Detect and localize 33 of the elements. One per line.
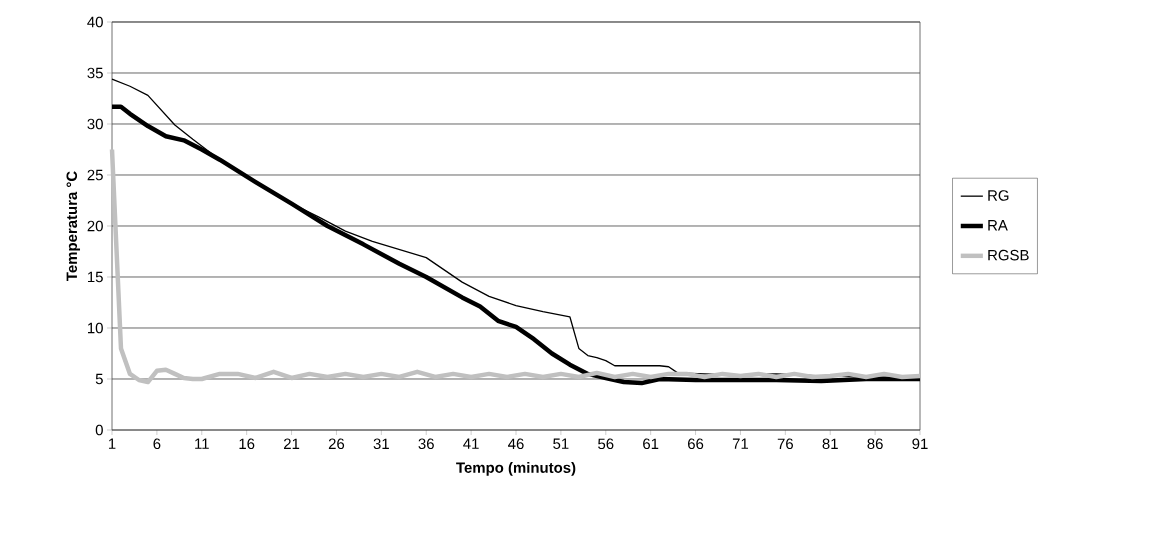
x-tick-label: 36 [418, 438, 434, 450]
x-tick-label: 31 [373, 438, 389, 450]
x-tick-label: 76 [777, 438, 793, 450]
x-tick-label: 46 [508, 438, 524, 450]
x-tick-label: 51 [553, 438, 569, 449]
x-tick-label: 91 [912, 438, 928, 450]
x-tick-label: 71 [732, 438, 749, 449]
legend-label: RA [988, 220, 1008, 231]
y-tick-label: 30 [87, 118, 103, 130]
x-tick-label: 56 [598, 438, 614, 450]
x-tick-label: 16 [239, 438, 255, 450]
x-tick-label: 26 [328, 438, 345, 450]
y-tick-label: 40 [87, 16, 103, 28]
y-tick-label: 20 [87, 220, 103, 232]
y-tick-label: 25 [87, 169, 103, 181]
x-axis-title: Tempo (minutos) [456, 461, 576, 476]
y-tick-label: 10 [88, 322, 103, 334]
x-tick-label: 41 [463, 438, 479, 449]
x-tick-label: 21 [283, 438, 300, 449]
x-tick-label: 81 [822, 438, 838, 450]
x-tick-label: 11 [195, 438, 209, 449]
y-axis-title: Temperatura °C [66, 171, 81, 281]
x-tick-label: 61 [643, 438, 659, 450]
y-tick-label: 15 [88, 271, 103, 283]
y-tick-label: 0 [95, 424, 103, 436]
x-tick-label: 6 [153, 438, 161, 450]
y-tick-label: 5 [95, 373, 103, 385]
x-tick-label: 66 [688, 438, 704, 450]
legend-label: RG [988, 190, 1009, 201]
x-tick-label: 1 [108, 438, 116, 449]
y-tick-label: 35 [87, 67, 103, 79]
x-tick-label: 86 [867, 438, 883, 450]
legend-label: RGSB [988, 249, 1029, 261]
